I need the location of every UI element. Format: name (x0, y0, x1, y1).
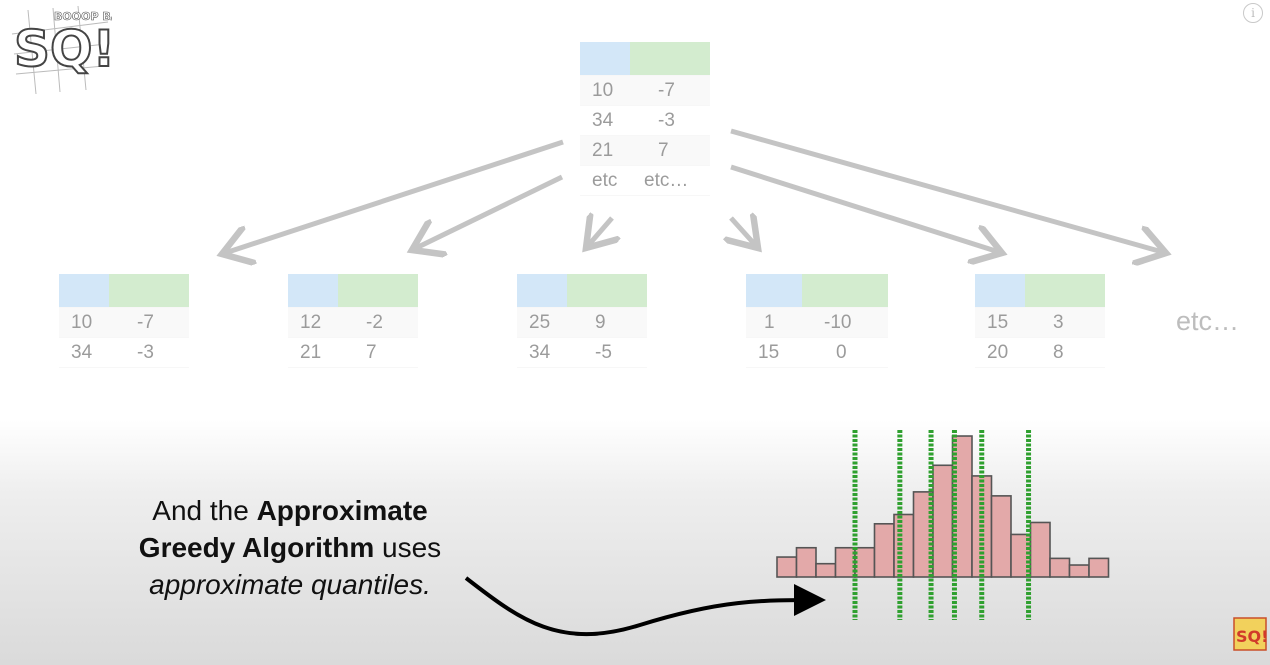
table-row: 15 3 (975, 307, 1105, 338)
histogram-bar (854, 546, 876, 578)
arrow-to-leaf-4 (731, 218, 758, 248)
histogram-bar (1049, 557, 1071, 578)
table-row: 20 8 (975, 337, 1105, 368)
leaf-table-5: 15 3 20 8 (975, 274, 1105, 368)
table-row: 34 -5 (517, 337, 647, 368)
histogram-bar (1029, 521, 1051, 578)
histogram-bar (795, 546, 817, 578)
leaf-table-4: 1 -10 15 0 (746, 274, 888, 368)
histogram-bar (834, 546, 856, 578)
arrow-to-leaf-5 (730, 164, 1002, 253)
table-row: 34 -3 (59, 337, 189, 368)
table-row: 10 -7 (59, 307, 189, 338)
etc-label: etc… (1176, 306, 1240, 336)
table-row: 15 0 (746, 337, 888, 368)
histogram-bar (776, 556, 798, 578)
caption-line1-plain: And the (152, 495, 257, 526)
statquest-logo: SQ! BOOOP BAM!! (11, 5, 112, 95)
root-data-table: 10 -7 34 -3 21 7 etc etc… (580, 42, 710, 196)
table-row: 21 7 (580, 135, 710, 166)
quantile-lines (852, 430, 1032, 620)
arrow-to-leaf-2 (412, 174, 564, 250)
table-row: etc etc… (580, 165, 710, 196)
table-row: 10 -7 (580, 75, 710, 106)
caption-line2-bold: Greedy Algorithm (138, 532, 375, 563)
histogram-bar (873, 522, 895, 578)
arrow-to-etc (730, 128, 1166, 253)
tree-arrows (0, 128, 1270, 420)
arrow-to-leaf-1 (222, 139, 564, 254)
arrow-to-leaf-3 (586, 218, 612, 248)
histogram-bar (1068, 564, 1090, 578)
header-cell-blue (580, 42, 630, 76)
leaf-table-1: 10 -7 34 -3 (59, 274, 189, 368)
caption-line1-bold: Approximate (256, 495, 428, 526)
histogram-bar (932, 464, 954, 578)
histogram-bar (990, 495, 1012, 578)
leaf-table-2: 12 -2 21 7 (288, 274, 418, 368)
info-icon[interactable]: i (1243, 3, 1263, 23)
table-row: 12 -2 (288, 307, 418, 338)
logo-top-text: BOOOP BAM!! (54, 10, 112, 23)
header-cell-green (630, 42, 710, 76)
histogram-bar (893, 513, 915, 578)
caption-line2-plain: uses (374, 532, 442, 563)
histogram-bars (776, 435, 1110, 578)
table-row: 34 -3 (580, 105, 710, 136)
curved-arrow (464, 576, 826, 637)
caption-text: And the Approximate Greedy Algorithm use… (95, 492, 485, 603)
histogram-bar (1088, 557, 1110, 578)
leaf-table-3: 25 9 34 -5 (517, 274, 647, 368)
table-row: 25 9 (517, 307, 647, 338)
small-logo-text: SQ! (1236, 627, 1268, 646)
table-row: 21 7 (288, 337, 418, 368)
histogram-bar (815, 562, 837, 578)
table-row: 1 -10 (746, 307, 888, 338)
caption-line3-italic: approximate quantiles. (149, 569, 431, 600)
bottom-gradient-band (0, 420, 1270, 665)
logo-main-text: SQ! (14, 20, 112, 78)
statquest-small-logo: SQ! (1233, 617, 1268, 651)
